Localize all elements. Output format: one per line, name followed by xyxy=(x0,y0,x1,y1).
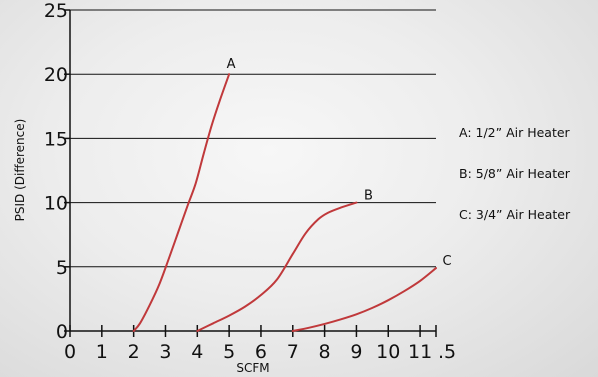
x-tick-label: 10 xyxy=(376,341,400,363)
curve-label-a: A xyxy=(227,57,236,72)
gridlines xyxy=(70,9,436,268)
legend-entry: B: 5/8” Air Heater xyxy=(459,166,571,181)
y-tick-label: 15 xyxy=(44,128,68,150)
series-line-b xyxy=(196,201,358,332)
series-line-a xyxy=(132,73,231,332)
x-axis-label: SCFM xyxy=(236,361,269,375)
x-tick-label: 2 xyxy=(128,341,140,363)
series-line-c xyxy=(291,267,437,332)
axes xyxy=(69,10,436,332)
x-tick-label: 1 xyxy=(96,341,108,363)
y-axis-label: PSID (Difference) xyxy=(13,119,27,222)
x-ticks: 0 1 2 3 4 5 6 7 8 9 10 11 .5 xyxy=(64,325,456,363)
x-tick-label: 9 xyxy=(350,341,362,363)
x-tick-label: 4 xyxy=(191,341,203,363)
x-tick-label: 11 xyxy=(408,341,432,363)
legend-entry: C: 3/4” Air Heater xyxy=(459,207,571,222)
x-tick-label: 7 xyxy=(287,341,299,363)
legend-entry: A: 1/2” Air Heater xyxy=(459,125,571,140)
y-tick-label: 20 xyxy=(44,64,68,86)
curve-label-b: B xyxy=(364,189,373,204)
x-tick-label: 8 xyxy=(319,341,331,363)
x-tick-label: 6 xyxy=(255,341,267,363)
x-tick-label: .5 xyxy=(438,341,456,363)
y-tick-label: 5 xyxy=(56,257,68,279)
series: A B C xyxy=(132,57,452,332)
legend: A: 1/2” Air Heater B: 5/8” Air Heater C: 3… xyxy=(459,125,571,222)
x-tick-label: 0 xyxy=(64,341,76,363)
y-tick-label: 0 xyxy=(56,321,68,343)
x-tick-label: 5 xyxy=(223,341,235,363)
y-tick-label: 10 xyxy=(44,193,68,215)
curve-label-c: C xyxy=(442,254,451,269)
y-tick-label: 25 xyxy=(44,0,68,22)
x-tick-label: 3 xyxy=(159,341,171,363)
y-ticks: 0 5 10 15 20 25 xyxy=(44,0,70,343)
